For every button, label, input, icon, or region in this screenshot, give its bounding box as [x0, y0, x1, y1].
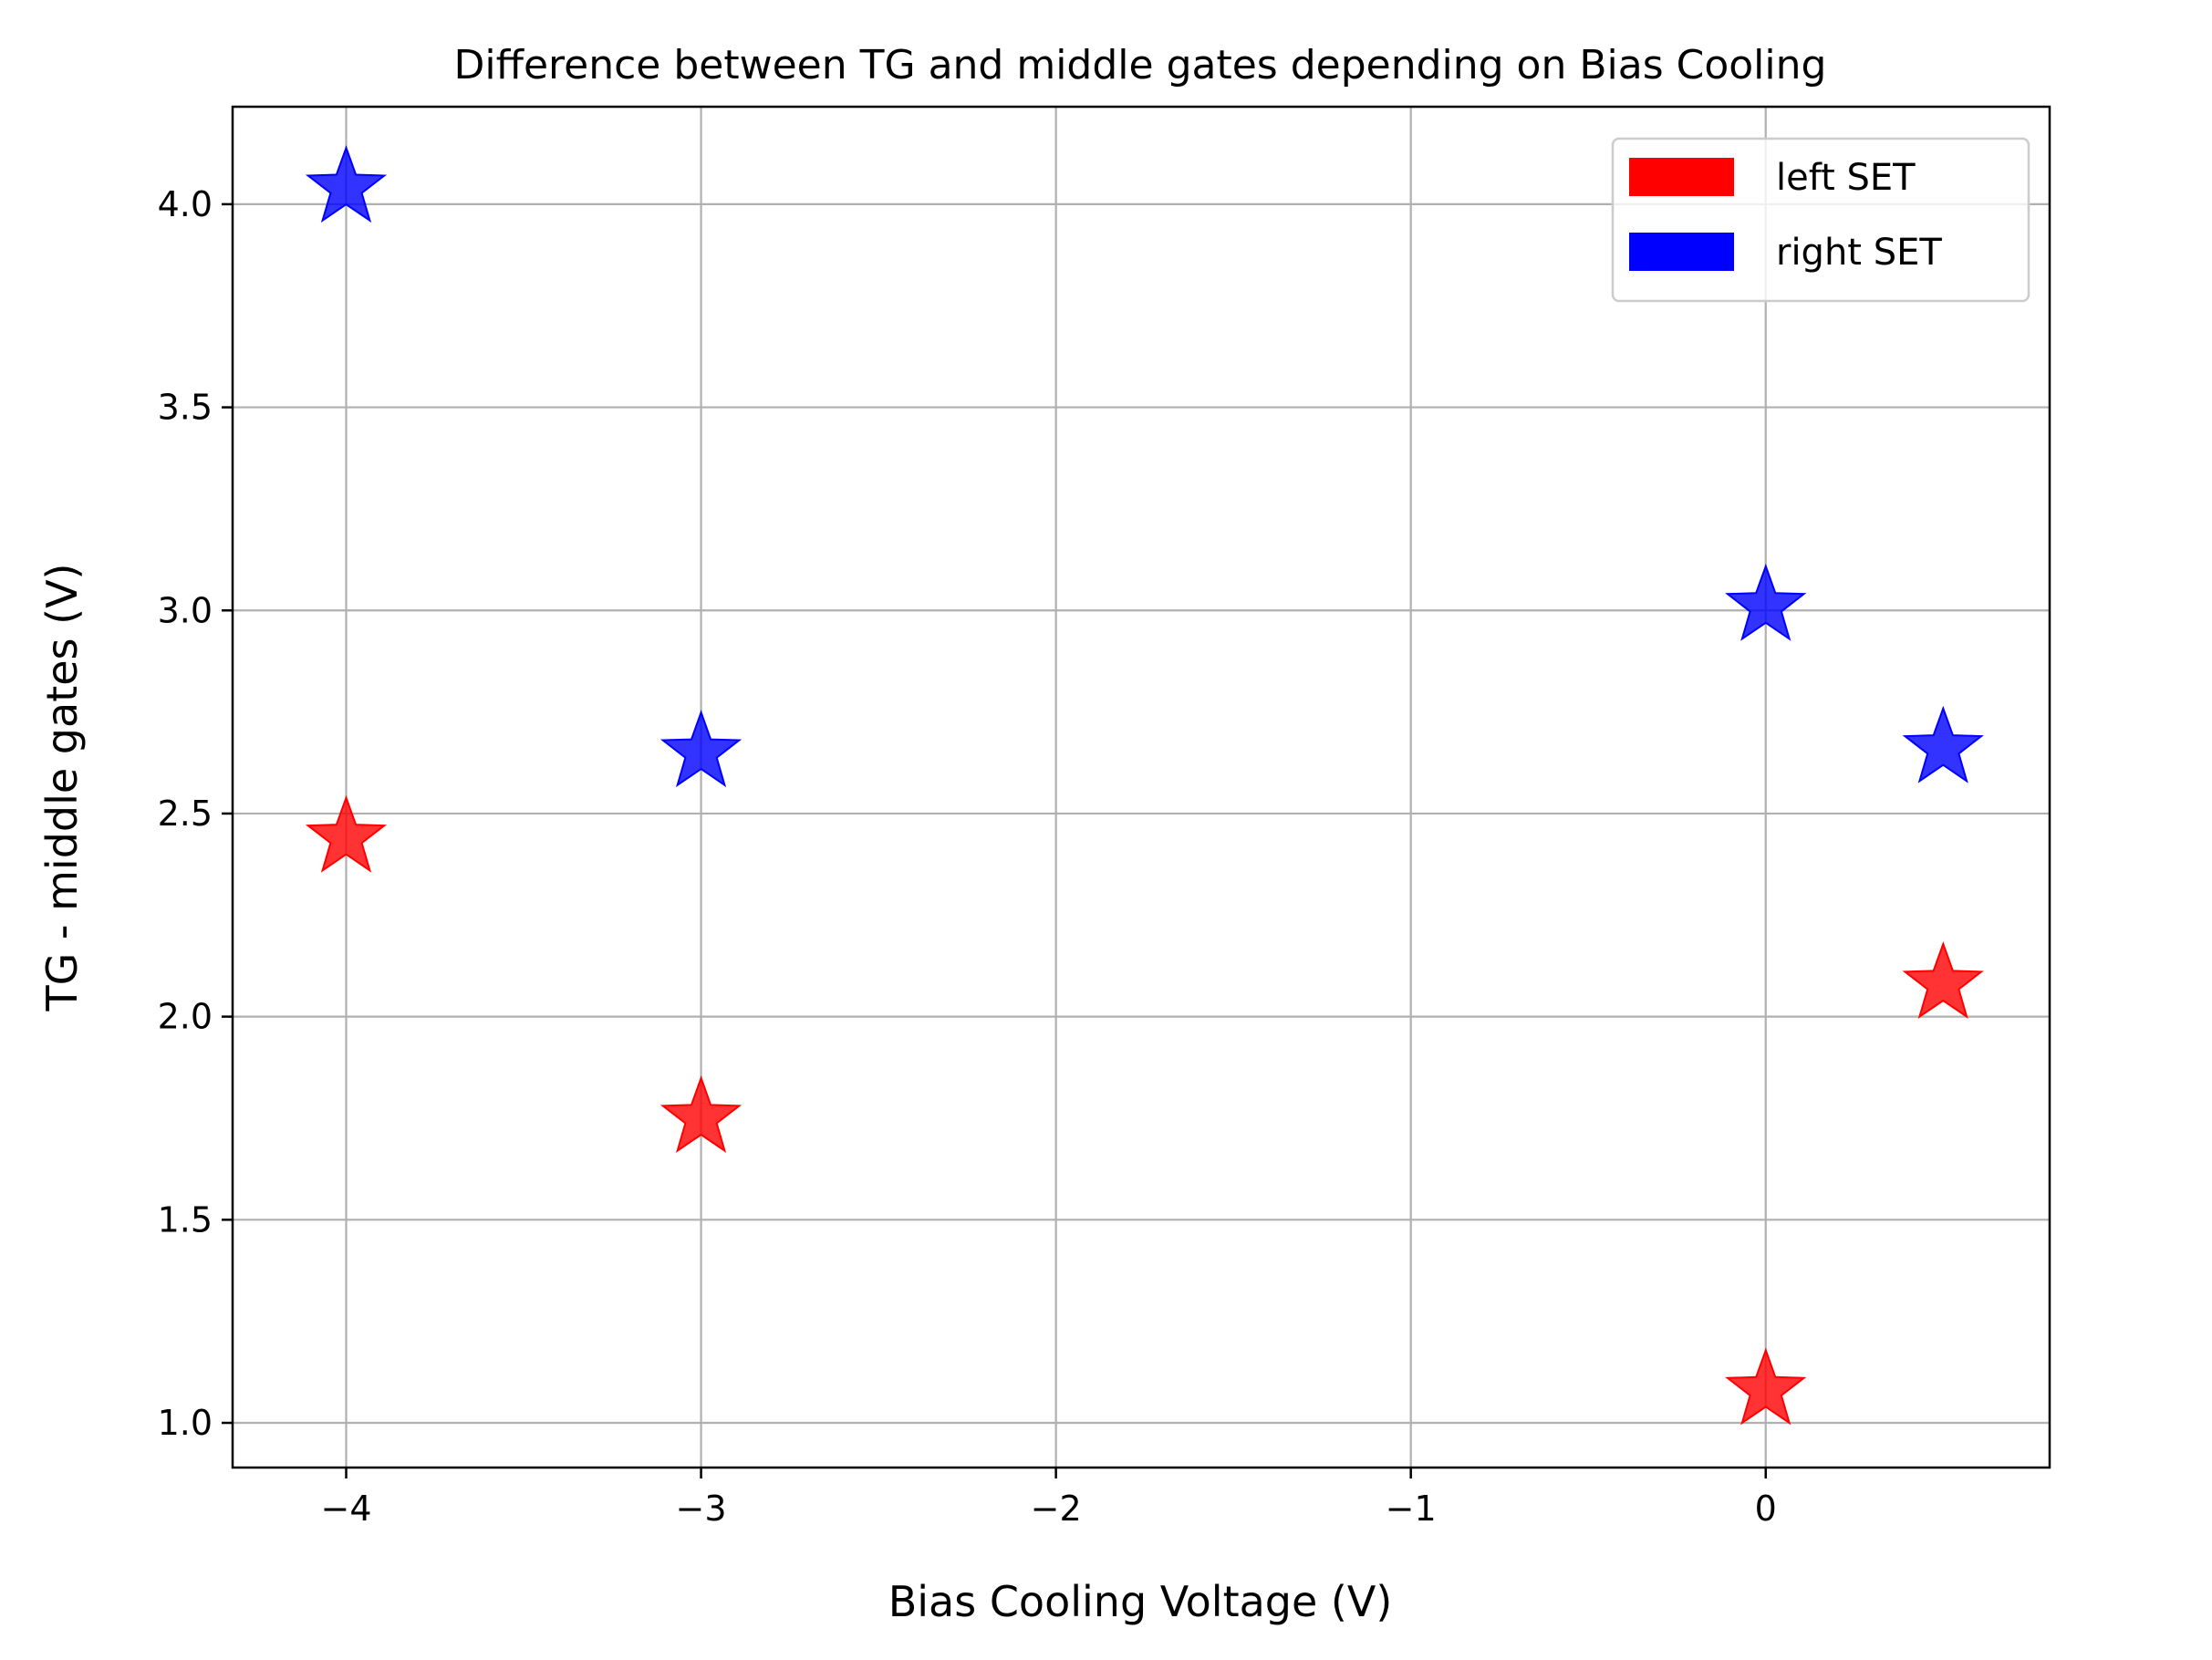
data-point-left-set	[659, 1075, 743, 1153]
legend: left SET right SET	[1611, 137, 2030, 303]
axis-ticks: −4 −3 −2 −1 0 1.0 1.5 2.0 2.5 3.0 3.5 4.0	[158, 184, 1777, 1529]
grid	[233, 107, 2050, 1468]
x-tick-label: 0	[1755, 1489, 1777, 1529]
data-point-left-set	[1725, 1347, 1807, 1426]
y-tick-label: 2.0	[158, 997, 213, 1037]
x-axis-label: Bias Cooling Voltage (V)	[888, 1577, 1393, 1626]
y-tick-label: 1.5	[158, 1199, 213, 1240]
y-tick-label: 4.0	[158, 184, 213, 224]
data-point-right-set	[1725, 563, 1807, 641]
data-points	[305, 145, 1984, 1426]
plot-area-frame	[231, 105, 2051, 1469]
legend-label-left-set: left SET	[1776, 157, 1916, 199]
x-tick-label: −2	[1031, 1489, 1082, 1529]
legend-label-right-set: right SET	[1776, 232, 1942, 274]
data-point-left-set	[305, 794, 388, 873]
y-tick-label: 3.0	[158, 590, 213, 630]
y-axis-label: TG - middle gates (V)	[37, 564, 87, 1012]
legend-swatch-right-set	[1629, 233, 1734, 271]
legend-swatch-left-set	[1629, 158, 1734, 196]
x-tick-label: −1	[1386, 1489, 1437, 1529]
chart-title: Difference between TG and middle gates d…	[454, 42, 1827, 88]
x-tick-label: −4	[320, 1489, 371, 1529]
data-point-right-set	[1902, 705, 1984, 783]
data-point-right-set	[659, 710, 743, 788]
y-tick-label: 3.5	[158, 388, 213, 428]
x-tick-label: −3	[676, 1489, 727, 1529]
y-tick-label: 1.0	[158, 1403, 213, 1443]
y-tick-label: 2.5	[158, 794, 213, 834]
data-point-left-set	[1902, 941, 1984, 1019]
data-point-right-set	[305, 145, 388, 223]
